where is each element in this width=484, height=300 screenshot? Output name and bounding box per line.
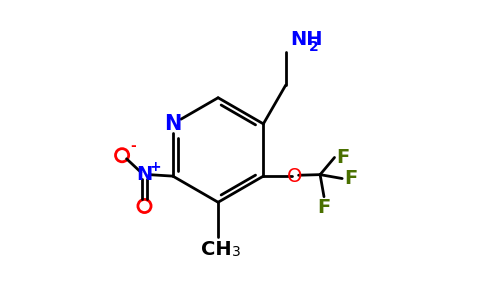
Text: -: - bbox=[130, 139, 136, 153]
Text: NH: NH bbox=[290, 30, 323, 49]
Text: N: N bbox=[164, 114, 182, 134]
Text: N: N bbox=[136, 165, 152, 184]
Text: +: + bbox=[150, 160, 162, 174]
Text: F: F bbox=[344, 169, 358, 188]
Text: 3: 3 bbox=[231, 245, 240, 259]
Text: F: F bbox=[318, 198, 331, 217]
Text: CH: CH bbox=[201, 240, 232, 259]
Text: O: O bbox=[287, 167, 302, 186]
Text: 2: 2 bbox=[309, 40, 318, 54]
Text: F: F bbox=[336, 148, 350, 167]
